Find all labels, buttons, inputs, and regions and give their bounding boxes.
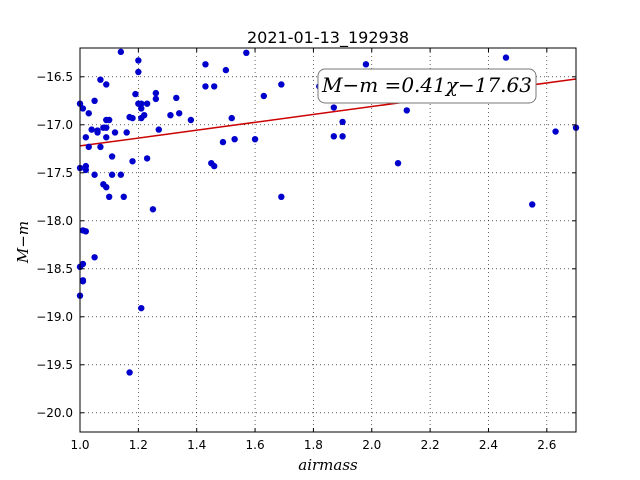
x-tick-label: 2.0 xyxy=(362,438,381,452)
data-point xyxy=(79,278,87,285)
data-point xyxy=(330,104,338,111)
data-point xyxy=(135,57,142,64)
data-point xyxy=(117,48,125,56)
fit-annotation: M−m =0.41χ−17.63 xyxy=(317,68,537,104)
data-point xyxy=(123,129,130,136)
data-point xyxy=(202,61,209,68)
fit-annotation-box xyxy=(317,68,537,104)
data-point xyxy=(211,83,218,90)
data-point xyxy=(187,116,195,124)
data-point xyxy=(167,112,174,119)
data-point xyxy=(79,260,87,268)
y-tick-label: −17.0 xyxy=(36,118,73,132)
axis-ticks: 1.0 1.2 1.4 1.6 1.8 2.0 2.2 2.4 2.6 −20.0 −19.5 −19… xyxy=(36,48,576,452)
plot-frame xyxy=(79,47,577,433)
data-point xyxy=(94,127,101,134)
data-point xyxy=(82,162,90,170)
data-point xyxy=(155,126,162,133)
data-point xyxy=(108,171,116,178)
y-axis-label: M−m xyxy=(14,221,32,264)
data-point xyxy=(135,68,142,76)
fit-equation-label: M−m =0.41χ−17.63 xyxy=(321,73,532,97)
y-tick-label: −19.5 xyxy=(36,358,73,372)
data-point xyxy=(85,110,92,117)
data-point xyxy=(82,228,90,235)
data-point xyxy=(339,133,346,140)
data-point xyxy=(152,95,160,103)
data-point xyxy=(502,54,510,61)
data-point xyxy=(219,138,227,146)
x-axis-label: airmass xyxy=(298,456,358,474)
y-tick-label: −19.0 xyxy=(36,310,73,324)
grid xyxy=(79,48,576,432)
data-point xyxy=(243,49,250,56)
data-point xyxy=(278,81,285,88)
x-tick-label: 1.6 xyxy=(246,438,265,452)
data-point xyxy=(260,92,268,100)
data-point xyxy=(108,153,116,160)
data-point xyxy=(362,61,370,68)
data-point xyxy=(149,206,157,213)
y-tick-label: −16.5 xyxy=(36,70,73,84)
x-tick-label: 2.4 xyxy=(479,438,498,452)
data-point xyxy=(228,114,235,122)
data-point xyxy=(82,134,90,141)
data-point xyxy=(231,136,238,143)
data-point xyxy=(140,112,148,119)
data-point xyxy=(278,193,285,200)
data-point xyxy=(173,94,180,102)
data-point xyxy=(339,118,346,126)
data-point xyxy=(117,171,125,178)
data-point xyxy=(91,254,98,261)
data-point xyxy=(529,201,536,208)
data-point xyxy=(211,162,218,170)
data-point xyxy=(88,126,95,133)
data-point xyxy=(103,184,110,191)
data-point xyxy=(394,160,402,167)
data-point xyxy=(120,193,127,200)
data-point xyxy=(129,114,136,122)
data-point xyxy=(97,143,104,151)
data-point xyxy=(85,143,92,151)
data-point xyxy=(111,129,119,136)
data-point xyxy=(132,90,139,98)
x-tick-label: 1.4 xyxy=(187,438,206,452)
data-point xyxy=(138,304,145,312)
data-point xyxy=(103,124,110,131)
data-point xyxy=(103,134,110,141)
y-tick-label: −17.5 xyxy=(36,166,73,180)
x-tick-label: 1.0 xyxy=(70,438,89,452)
data-point xyxy=(138,100,145,107)
y-tick-label: −18.0 xyxy=(36,214,73,228)
data-point xyxy=(103,81,110,88)
data-point xyxy=(251,136,259,143)
data-point xyxy=(552,128,559,135)
data-point xyxy=(105,116,113,124)
x-tick-label: 2.2 xyxy=(421,438,440,452)
y-tick-label: −18.5 xyxy=(36,262,73,276)
x-tick-label: 2.6 xyxy=(537,438,556,452)
data-point xyxy=(79,105,87,112)
data-point xyxy=(91,97,98,105)
data-point xyxy=(222,66,230,74)
data-point xyxy=(97,76,104,83)
data-point xyxy=(152,89,160,97)
x-tick-label: 1.8 xyxy=(304,438,323,452)
data-point xyxy=(143,100,151,107)
data-point xyxy=(202,83,209,90)
data-point xyxy=(330,133,338,140)
chart-title: 2021-01-13_192938 xyxy=(247,28,409,48)
data-point xyxy=(176,110,183,117)
data-point xyxy=(138,105,145,112)
data-point xyxy=(403,107,410,114)
x-tick-label: 1.2 xyxy=(129,438,148,452)
data-point xyxy=(126,369,133,376)
data-point xyxy=(105,193,113,200)
data-point xyxy=(129,158,136,165)
data-point xyxy=(91,171,98,178)
data-point xyxy=(143,155,151,162)
y-tick-label: −20.0 xyxy=(36,406,73,420)
